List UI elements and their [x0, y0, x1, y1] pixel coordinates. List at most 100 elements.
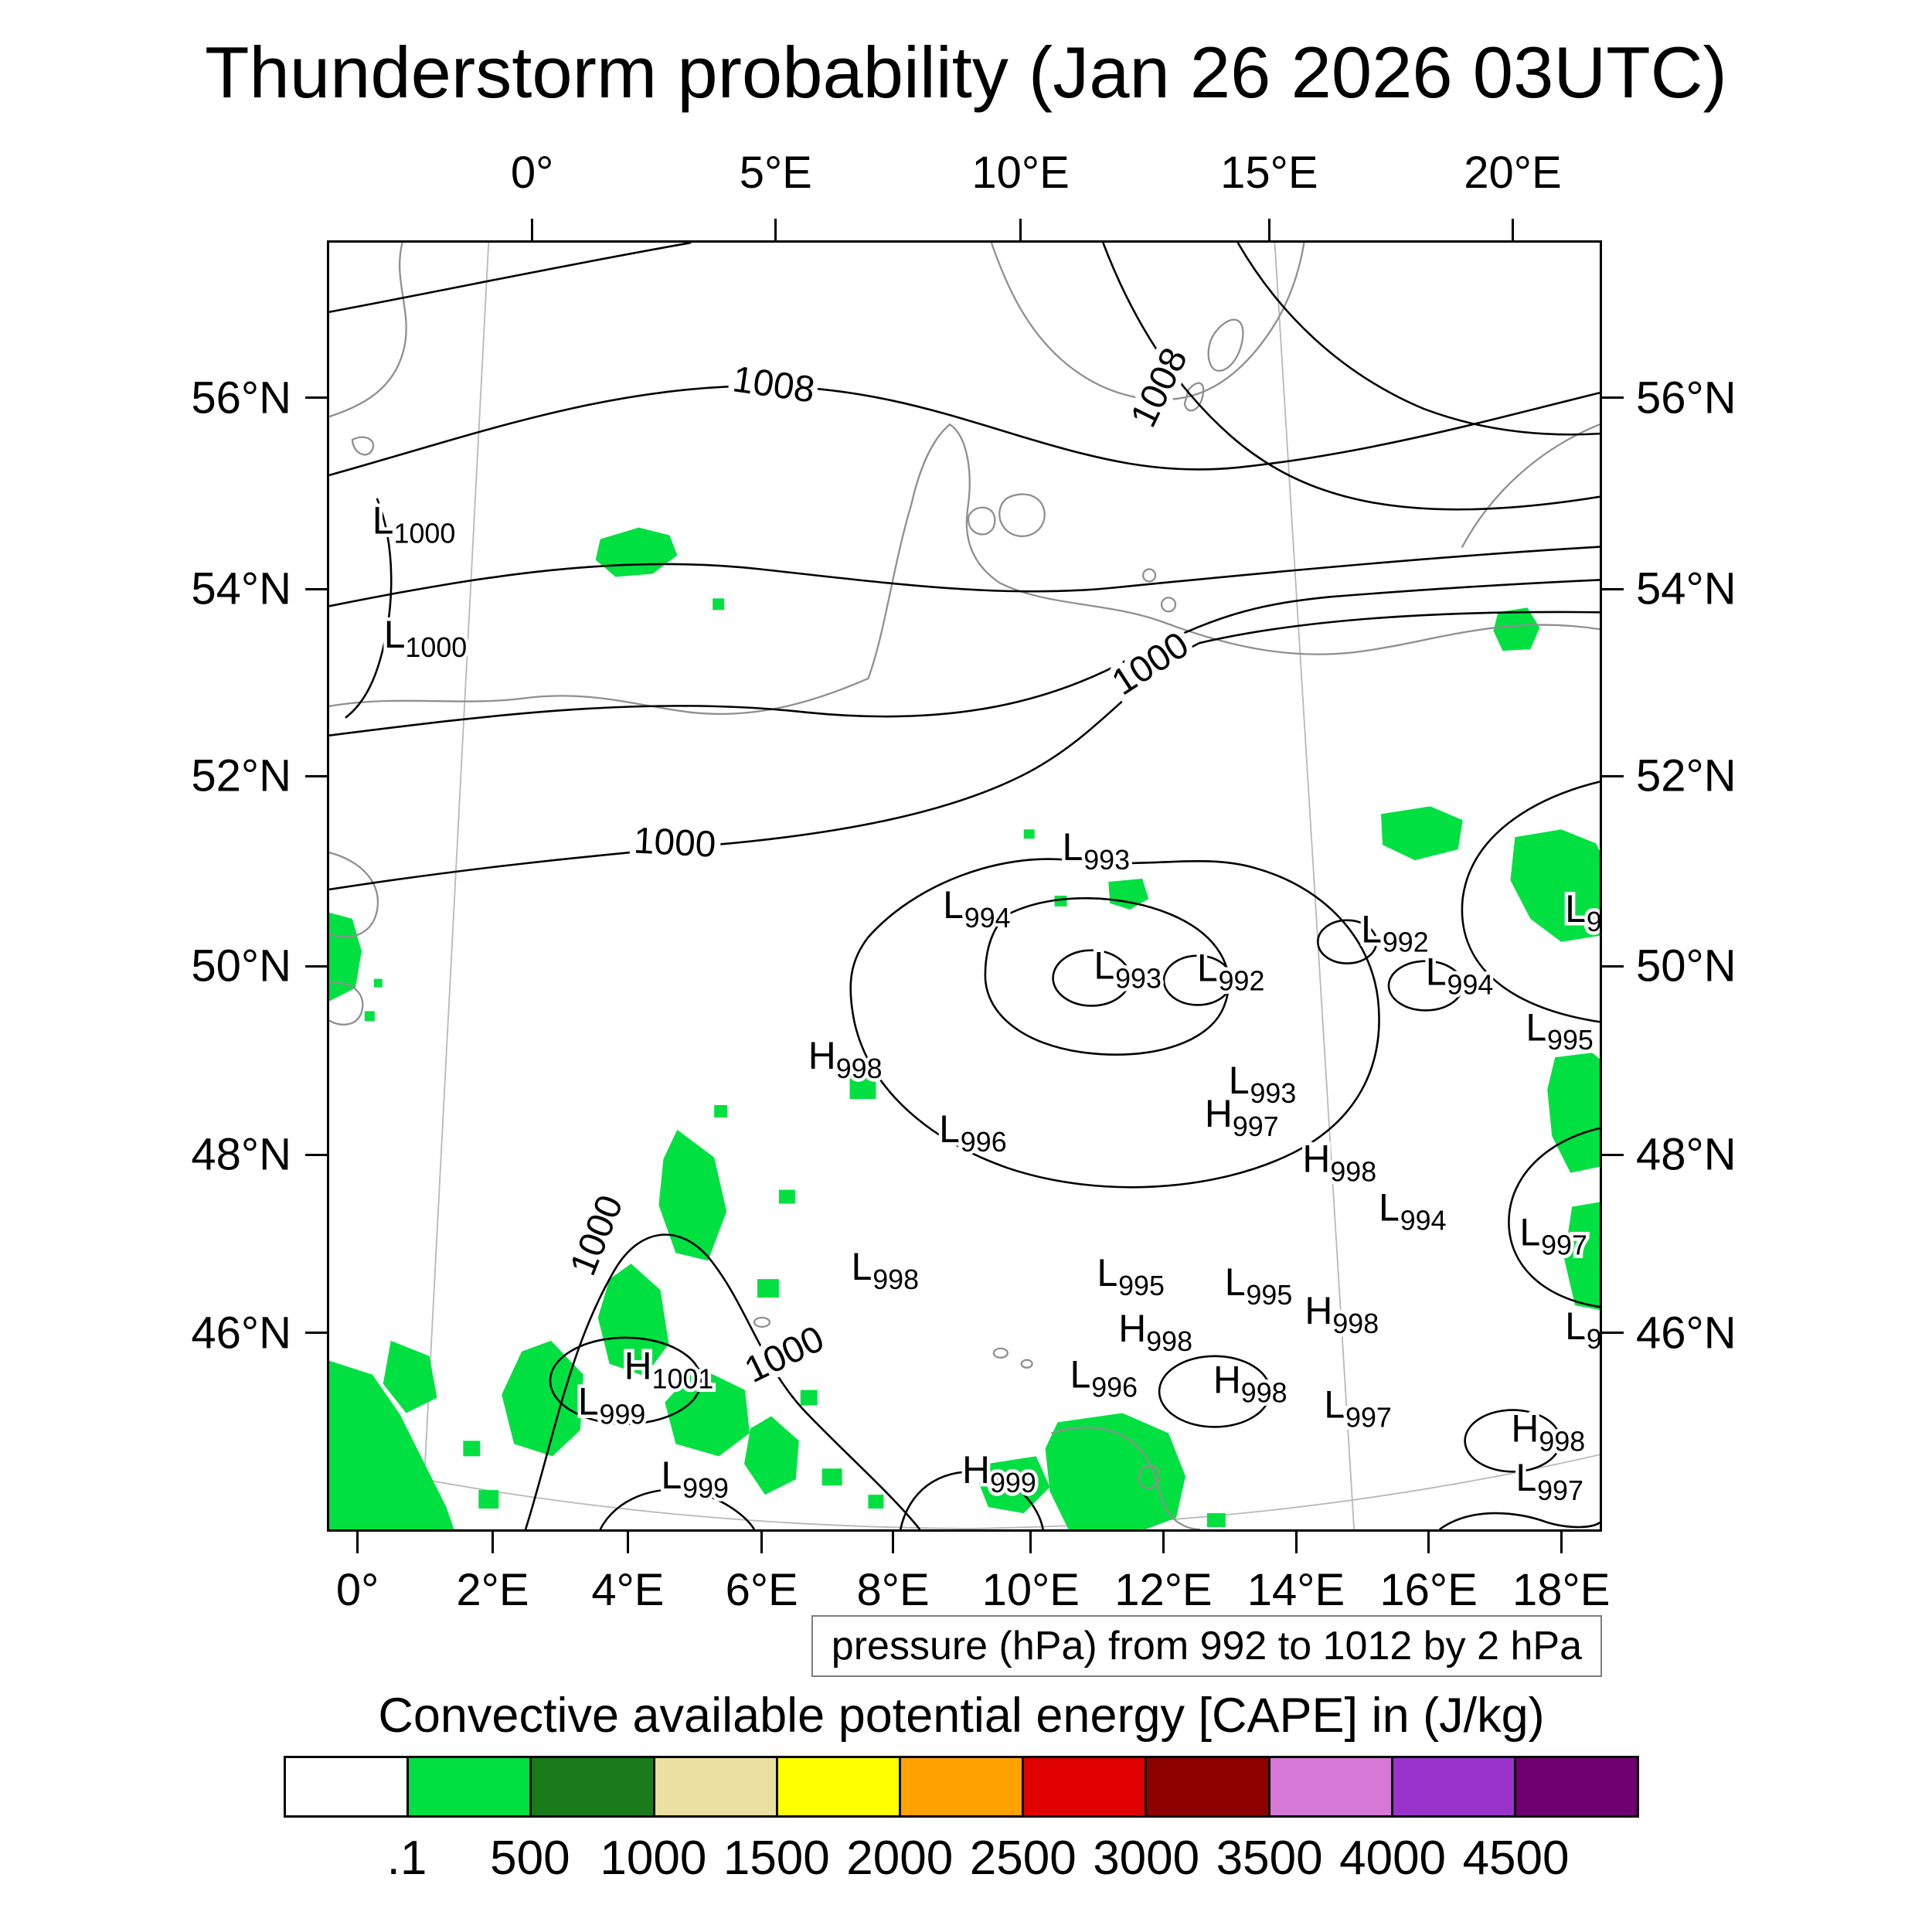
pressure-letter: H [962, 1448, 990, 1492]
pressure-center-label: L992 [1197, 947, 1265, 997]
pressure-value-subscript: 996 [1091, 1372, 1138, 1403]
axis-tick-bottom [626, 1532, 629, 1553]
axis-tick-bottom [356, 1532, 359, 1553]
pressure-letter: L [661, 1454, 682, 1497]
pressure-center-label: L996 [939, 1107, 1007, 1158]
pressure-center-label: L998 [852, 1245, 920, 1295]
axis-tick-bottom [760, 1532, 764, 1553]
pressure-value-subscript: 997 [1541, 1230, 1587, 1260]
pressure-center-label: H998 [1118, 1307, 1192, 1357]
pressure-center-label: L998 [1565, 1304, 1600, 1355]
axis-label-top: 15°E [1220, 148, 1318, 198]
pressure-letter: L [1379, 1185, 1400, 1229]
map-frame: L1000L1000L993L994L993L992L992L994L99L99… [327, 240, 1602, 1532]
pressure-center-label: H997 [1205, 1092, 1279, 1142]
colorbar-cell [409, 1758, 532, 1815]
pressure-center-label: L996 [1070, 1353, 1138, 1403]
pressure-value-subscript: 994 [964, 903, 1011, 934]
pressure-value-subscript: 994 [1400, 1205, 1447, 1236]
axis-label-right: 50°N [1636, 940, 1736, 992]
axis-label-bottom: 16°E [1379, 1565, 1478, 1615]
cape-shading-layer [329, 527, 1600, 1529]
isobar-label: 1008 [730, 359, 818, 410]
pressure-value-subscript: 1000 [405, 632, 467, 663]
colorbar-cell [777, 1758, 901, 1815]
pressure-value-subscript: 998 [1539, 1426, 1585, 1457]
pressure-center-label: H998 [1302, 1138, 1376, 1188]
pressure-center-label: L999 [661, 1454, 729, 1504]
colorbar-cell [655, 1758, 778, 1815]
isobar-label: 1000 [1105, 624, 1196, 703]
axis-label-bottom: 8°E [856, 1565, 930, 1615]
axis-tick-right [1602, 1332, 1624, 1335]
axis-label-left: 54°N [191, 563, 291, 614]
pressure-center-label: L994 [1379, 1185, 1447, 1236]
pressure-letter: L [372, 499, 394, 543]
colorbar [284, 1756, 1639, 1818]
pressure-center-label: L992 [1361, 908, 1429, 958]
axis-tick-bottom [492, 1532, 494, 1553]
colorbar-cell [1515, 1758, 1638, 1815]
pressure-letter: L [852, 1245, 873, 1288]
pressure-value-subscript: 998 [1332, 1308, 1379, 1339]
axis-tick-top [774, 219, 777, 240]
axis-label-left: 52°N [191, 750, 291, 801]
coastlines [329, 243, 1600, 1529]
axis-label-top: 5°E [739, 148, 812, 198]
pressure-legend: pressure (hPa) from 992 to 1012 by 2 hPa [811, 1615, 1602, 1677]
pressure-value-subscript: 995 [1118, 1270, 1165, 1301]
colorbar-cell [900, 1758, 1025, 1815]
pressure-center-label: H998 [1213, 1359, 1287, 1409]
pressure-value-subscript: 998 [1330, 1157, 1376, 1188]
pressure-letter: L [578, 1380, 600, 1423]
axis-tick-left [305, 1332, 327, 1335]
pressure-letter: L [1426, 951, 1447, 994]
pressure-value-subscript: 992 [1383, 927, 1429, 958]
axis-tick-top [531, 219, 534, 240]
pressure-center-label: L999 [578, 1380, 646, 1430]
pressure-value-subscript: 1000 [393, 519, 455, 549]
pressure-letter: L [384, 613, 406, 656]
pressure-center-label: L997 [1519, 1210, 1587, 1260]
pressure-letter: L [1063, 825, 1084, 869]
isobar-contours [329, 243, 1600, 1529]
pressure-center-label: H1001 [624, 1345, 714, 1395]
pressure-letter: L [1565, 1304, 1587, 1348]
axis-label-left: 48°N [191, 1129, 291, 1180]
pressure-letter: H [1213, 1359, 1241, 1402]
pressure-letter: H [1304, 1289, 1332, 1332]
pressure-letter: L [1526, 1005, 1547, 1049]
pressure-value-subscript: 996 [961, 1127, 1007, 1158]
axis-tick-right [1602, 396, 1624, 400]
axis-tick-left [305, 774, 327, 777]
axis-tick-bottom [1029, 1532, 1032, 1553]
pressure-letter: H [808, 1034, 836, 1077]
axis-tick-right [1602, 1153, 1624, 1156]
pressure-value-subscript: 995 [1246, 1280, 1292, 1311]
pressure-letter: L [1515, 1456, 1537, 1499]
pressure-center-label: L1000 [372, 499, 455, 549]
map-labels-layer: L1000L1000L993L994L993L992L992L994L99L99… [369, 335, 1600, 1510]
pressure-value-subscript: 994 [1447, 969, 1494, 1000]
pressure-center-label: L995 [1097, 1251, 1165, 1301]
pressure-center-label: L997 [1324, 1383, 1392, 1434]
axis-tick-bottom [1294, 1532, 1298, 1553]
axis-label-bottom: 14°E [1247, 1565, 1345, 1615]
axis-label-right: 48°N [1636, 1129, 1736, 1180]
pressure-letter: L [1070, 1353, 1092, 1396]
axis-tick-bottom [892, 1532, 895, 1553]
axis-label-left: 46°N [191, 1308, 291, 1359]
pressure-center-label: L995 [1225, 1260, 1293, 1311]
pressure-center-label: L994 [1426, 951, 1494, 1001]
colorbar-tick-label: 2500 [969, 1832, 1077, 1885]
axis-label-bottom: 12°E [1114, 1565, 1213, 1615]
pressure-letter: L [1225, 1260, 1247, 1304]
pressure-value-subscript: 1001 [652, 1364, 714, 1395]
pressure-value-subscript: 993 [1083, 845, 1130, 876]
axis-tick-top [1019, 219, 1022, 240]
axis-label-left: 50°N [191, 940, 291, 992]
pressure-value-subscript: 998 [1587, 1324, 1600, 1355]
pressure-value-subscript: 999 [990, 1468, 1036, 1498]
axis-tick-left [305, 587, 327, 590]
axis-tick-right [1602, 964, 1624, 968]
